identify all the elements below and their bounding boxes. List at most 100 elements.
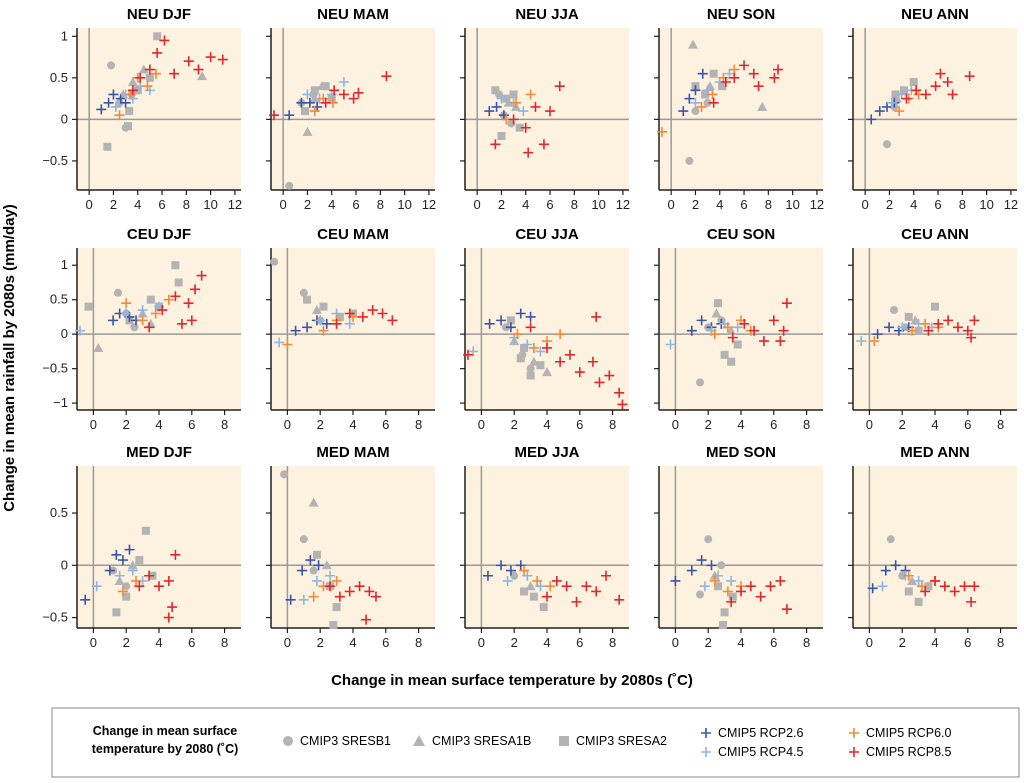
series-cmip3-sresa2 (714, 299, 742, 366)
data-point-cmip5-rcp2-6 (80, 594, 91, 605)
data-point-cmip3-sresa2 (529, 592, 538, 601)
data-point-cmip5-rcp6-0 (903, 570, 914, 581)
x-tick-label: 12 (228, 197, 242, 212)
data-point-cmip3-sresa1b (311, 305, 322, 315)
data-point-cmip5-rcp8-5 (167, 602, 178, 613)
data-point-cmip5-rcp4-5 (913, 575, 924, 586)
data-point-cmip3-sresa1b (308, 497, 319, 507)
data-point-cmip3-sresb1 (886, 535, 895, 544)
data-point-cmip5-rcp8-5 (134, 581, 145, 592)
data-point-cmip3-sresa1b (145, 318, 156, 328)
panel-title: CEU MAM (317, 226, 389, 243)
data-point-cmip3-sresa2 (924, 582, 933, 591)
x-tick-label: 6 (352, 197, 359, 212)
data-point-cmip3-sresa2 (914, 597, 923, 606)
legend-triangle-icon (413, 735, 425, 746)
legend-title-line1: Change in mean surface (93, 724, 238, 738)
data-point-cmip5-rcp4-5 (110, 101, 121, 112)
data-point-cmip5-rcp8-5 (773, 64, 784, 75)
data-point-cmip5-rcp2-6 (496, 315, 507, 326)
data-point-cmip3-sresa2 (145, 73, 154, 82)
y-tick-label: 0 (61, 111, 68, 126)
data-point-cmip5-rcp8-5 (387, 315, 398, 326)
data-point-cmip3-sresa2 (103, 142, 112, 151)
data-point-cmip5-rcp6-0 (722, 322, 733, 333)
x-tick-label: 8 (415, 635, 422, 650)
data-points (280, 470, 381, 629)
series-cmip5-rcp8-5 (901, 68, 975, 104)
series-cmip3-sresa2 (506, 316, 545, 380)
data-point-cmip5-rcp6-0 (150, 308, 161, 319)
data-point-cmip5-rcp4-5 (91, 581, 102, 592)
data-point-cmip3-sresa2 (718, 621, 727, 629)
data-point-cmip5-rcp8-5 (334, 591, 345, 602)
data-point-cmip5-rcp4-5 (502, 575, 513, 586)
data-point-cmip5-rcp8-5 (348, 93, 359, 104)
data-point-cmip3-sresa2 (520, 587, 529, 596)
series-cmip5-rcp6-0 (512, 329, 566, 353)
data-point-cmip5-rcp8-5 (969, 581, 980, 592)
x-tick-label: 0 (672, 635, 679, 650)
data-point-cmip3-sresb1 (717, 561, 726, 570)
data-point-cmip5-rcp8-5 (739, 60, 750, 71)
panel-neu-ann: 0 2 4 6 8 10 12 NEU ANN (848, 6, 1018, 212)
series-cmip5-rcp2-6 (96, 89, 131, 115)
data-point-cmip5-rcp4-5 (522, 570, 533, 581)
data-point-cmip5-rcp8-5 (775, 575, 786, 586)
data-point-cmip5-rcp6-0 (318, 93, 329, 104)
data-point-cmip5-rcp8-5 (964, 71, 975, 82)
data-point-cmip5-rcp2-6 (690, 85, 701, 96)
data-point-cmip5-rcp8-5 (614, 387, 625, 398)
data-point-cmip5-rcp8-5 (939, 581, 950, 592)
data-point-cmip5-rcp8-5 (930, 575, 940, 586)
data-point-cmip5-rcp4-5 (344, 318, 355, 329)
data-point-cmip5-rcp8-5 (748, 68, 759, 79)
data-point-cmip5-rcp6-0 (163, 294, 174, 305)
data-point-cmip3-sresa2 (329, 621, 338, 629)
series-cmip5-rcp2-6 (678, 68, 708, 117)
data-point-cmip3-sresa2 (125, 107, 134, 116)
series-cmip3-sresa2 (904, 302, 939, 335)
data-point-cmip3-sresa2 (301, 107, 310, 116)
data-point-cmip5-rcp8-5 (949, 586, 960, 597)
data-point-cmip5-rcp6-0 (555, 329, 566, 340)
data-point-cmip5-rcp6-0 (709, 575, 720, 586)
series-cmip3-sresb1 (280, 470, 318, 575)
data-point-cmip3-sresa2 (174, 278, 183, 287)
data-point-cmip5-rcp8-5 (920, 89, 931, 100)
data-point-cmip3-sresb1 (696, 590, 704, 599)
data-point-cmip5-rcp8-5 (555, 356, 566, 367)
data-point-cmip5-rcp2-6 (872, 329, 883, 340)
data-point-cmip5-rcp8-5 (554, 81, 565, 92)
data-points (867, 535, 980, 607)
data-point-cmip5-rcp2-6 (484, 106, 495, 117)
data-point-cmip5-rcp2-6 (515, 308, 526, 319)
series-cmip5-rcp8-5 (325, 581, 381, 625)
panel-background (853, 466, 1017, 628)
panel-neu-jja: 0 2 4 6 8 10 12 NEU JJA (460, 6, 630, 212)
data-point-cmip5-rcp2-6 (498, 110, 509, 121)
x-tick-label: 4 (737, 635, 744, 650)
panel-title: MED MAM (316, 444, 389, 461)
data-point-cmip5-rcp8-5 (726, 596, 737, 607)
x-tick-label: 6 (576, 417, 583, 432)
data-point-cmip5-rcp8-5 (135, 72, 146, 83)
x-tick-label: 2 (498, 197, 505, 212)
data-point-cmip5-rcp6-0 (511, 97, 522, 108)
series-cmip5-rcp8-5 (708, 60, 784, 108)
data-point-cmip5-rcp8-5 (217, 54, 228, 65)
panel-title: CEU ANN (901, 226, 969, 243)
data-point-cmip3-sresb1 (883, 140, 892, 149)
data-point-cmip5-rcp8-5 (361, 614, 372, 625)
x-tick-label: 8 (803, 417, 810, 432)
series-cmip3-sresb1 (696, 535, 726, 599)
data-point-cmip5-rcp2-6 (678, 106, 689, 117)
panel-background (271, 28, 435, 190)
x-tick-label: 12 (422, 197, 436, 212)
series-cmip5-rcp6-0 (501, 89, 536, 125)
x-tick-label: 0 (672, 417, 679, 432)
data-point-cmip5-rcp2-6 (96, 104, 107, 115)
data-point-cmip5-rcp8-5 (538, 139, 549, 150)
data-point-cmip5-rcp2-6 (111, 549, 122, 560)
